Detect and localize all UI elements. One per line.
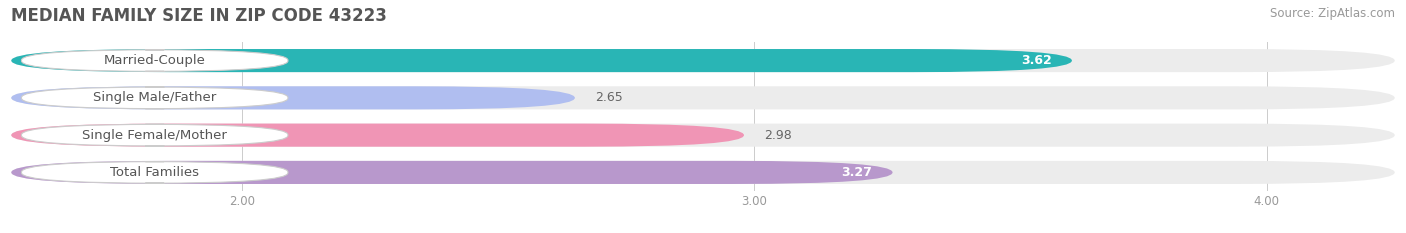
FancyBboxPatch shape (11, 86, 1395, 110)
Text: 2.65: 2.65 (595, 91, 623, 104)
FancyBboxPatch shape (21, 87, 288, 109)
FancyBboxPatch shape (11, 86, 575, 110)
FancyBboxPatch shape (21, 124, 288, 146)
FancyBboxPatch shape (11, 161, 1395, 184)
Text: 3.27: 3.27 (841, 166, 872, 179)
Text: Source: ZipAtlas.com: Source: ZipAtlas.com (1270, 7, 1395, 20)
FancyBboxPatch shape (11, 161, 893, 184)
FancyBboxPatch shape (11, 123, 744, 147)
Text: Total Families: Total Families (110, 166, 200, 179)
FancyBboxPatch shape (11, 49, 1071, 72)
Text: Married-Couple: Married-Couple (104, 54, 205, 67)
Text: Single Male/Father: Single Male/Father (93, 91, 217, 104)
Text: 2.98: 2.98 (765, 129, 792, 142)
FancyBboxPatch shape (21, 162, 288, 183)
Text: Single Female/Mother: Single Female/Mother (83, 129, 228, 142)
FancyBboxPatch shape (11, 49, 1395, 72)
Text: MEDIAN FAMILY SIZE IN ZIP CODE 43223: MEDIAN FAMILY SIZE IN ZIP CODE 43223 (11, 7, 387, 25)
FancyBboxPatch shape (11, 123, 1395, 147)
FancyBboxPatch shape (21, 50, 288, 71)
Text: 3.62: 3.62 (1021, 54, 1052, 67)
